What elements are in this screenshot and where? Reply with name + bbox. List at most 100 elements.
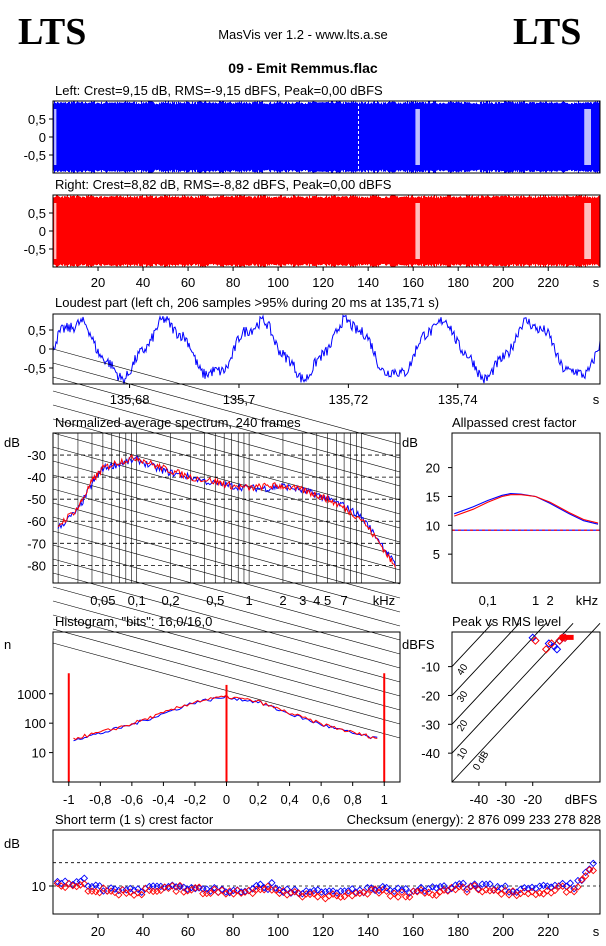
xtick-label: 140: [357, 924, 379, 939]
crest-diagonal: [451, 623, 574, 754]
pvr-cluster: [559, 634, 574, 640]
apc-left-line: [454, 493, 599, 525]
xtick-label: 0,2: [249, 792, 267, 807]
ytick-label: -40: [421, 746, 440, 761]
xtick-label: 180: [447, 924, 469, 939]
crest-diagonal: [451, 623, 547, 725]
crest-left-point: [440, 882, 448, 890]
xtick-label: 20: [91, 924, 105, 939]
slope-line: [52, 586, 401, 683]
crest-right-point: [172, 887, 180, 896]
right-waveform-panel: Right: Crest=8,82 dB, RMS=-8,82 dBFS, Pe…: [24, 177, 601, 290]
diag-label: 40: [455, 662, 470, 678]
ytick-label: -80: [27, 558, 46, 573]
crest-right-point: [271, 886, 280, 894]
ytick-label: 10: [32, 879, 46, 894]
pvr-right-point: [547, 639, 556, 648]
ytick-label: 15: [426, 489, 440, 504]
diag-label: 30: [455, 689, 470, 705]
crest-right-point: [405, 893, 414, 901]
crest-left-point: [589, 859, 597, 868]
ytick-label: 0,5: [28, 112, 46, 127]
xtick-label: 7: [340, 593, 347, 608]
slope-line: [52, 474, 401, 571]
crest-left-point: [566, 879, 575, 887]
crest-diagonal: [451, 623, 601, 783]
crest-left-point: [459, 879, 467, 888]
crest-right-point: [505, 891, 513, 899]
crest-left-point: [325, 887, 333, 895]
loudest-part-plot: 0,5 0 -0,5 135,68 135,7 135,72 135,74 s: [24, 314, 601, 407]
crest-left-point: [256, 880, 265, 889]
slope-line: [52, 446, 401, 543]
peak-vs-rms-frame: [451, 631, 601, 783]
xtick-label: 135,7: [223, 392, 256, 407]
waveform-quiet-region: [54, 109, 57, 165]
slope-line: [52, 572, 401, 669]
pvr-left-point: [552, 645, 562, 654]
ytick-label: 100: [24, 716, 46, 731]
track-title: 09 - Emit Remmus.flac: [228, 60, 378, 76]
ytick-label: -0,5: [24, 361, 46, 376]
logo-left: LTS: [18, 11, 86, 53]
xtick-label: 80: [226, 924, 240, 939]
crest-right-point: [103, 887, 111, 895]
xtick-label: 0,6: [312, 792, 330, 807]
crest-right-point: [279, 886, 288, 895]
crest-right-point: [589, 866, 597, 875]
ytick-label: 5: [433, 547, 440, 562]
histogram-left-line: [73, 694, 378, 742]
crest-right-point: [570, 887, 578, 896]
xtick-label: -0,4: [152, 792, 174, 807]
waveform-envelope: [52, 195, 601, 267]
spectrum-right-line: [57, 454, 396, 568]
xtick-label: kHz: [373, 593, 395, 608]
pvr-left-point: [550, 642, 559, 651]
logo-right: LTS: [513, 11, 581, 53]
crest-right-point: [470, 881, 479, 890]
loudest-waveform-line: [52, 314, 601, 385]
crest-right-point: [581, 872, 590, 880]
short-term-crest-panel: Short term (1 s) crest factor Checksum (…: [4, 812, 601, 939]
slope-line: [52, 614, 401, 711]
peak-vs-rms-panel: Peak vs RMS level dBFS 40 30 20 10 0 dB -10 -2…: [402, 614, 601, 807]
slope-line: [52, 502, 401, 599]
crest-right-point: [340, 892, 349, 901]
ytick-label: -30: [421, 717, 440, 732]
crest-right-point: [363, 890, 372, 898]
crest-left-point: [394, 884, 402, 892]
slope-line: [52, 376, 401, 473]
slope-line: [52, 418, 401, 515]
crest-right-point: [248, 889, 257, 898]
ytick-label: -10: [421, 660, 440, 675]
crest-right-point: [310, 889, 318, 898]
crest-left-point: [268, 879, 276, 887]
crest-right-point: [95, 888, 104, 897]
crest-left-point: [210, 883, 219, 892]
loudest-part-panel: Loudest part (left ch, 206 samples >95% …: [24, 295, 601, 407]
diag-label: 0 dB: [471, 749, 491, 773]
ytick-label: 0,5: [28, 206, 46, 221]
crest-right-point: [578, 875, 586, 884]
xtick-label: 1: [532, 593, 539, 608]
crest-diagonal: [451, 623, 493, 667]
right-waveform-frame: [52, 194, 601, 268]
crest-right-point: [298, 893, 307, 901]
ytick-label: 0: [39, 342, 46, 357]
xtick-label: 3: [299, 593, 306, 608]
ytick-label: -0,5: [24, 148, 46, 163]
xtick-label: 5: [324, 593, 331, 608]
ytick-label: -20: [421, 688, 440, 703]
crest-right-point: [114, 891, 123, 899]
xtick-label: 220: [537, 924, 559, 939]
pvr-right-point: [541, 645, 551, 654]
crest-right-point: [413, 887, 421, 896]
xtick-label: 40: [136, 924, 150, 939]
xtick-label: 140: [357, 275, 379, 290]
slope-line: [52, 558, 401, 655]
slope-line: [52, 460, 401, 557]
xtick-label: 100: [267, 924, 289, 939]
crest-right-point: [229, 890, 238, 898]
slope-line: [52, 600, 401, 697]
